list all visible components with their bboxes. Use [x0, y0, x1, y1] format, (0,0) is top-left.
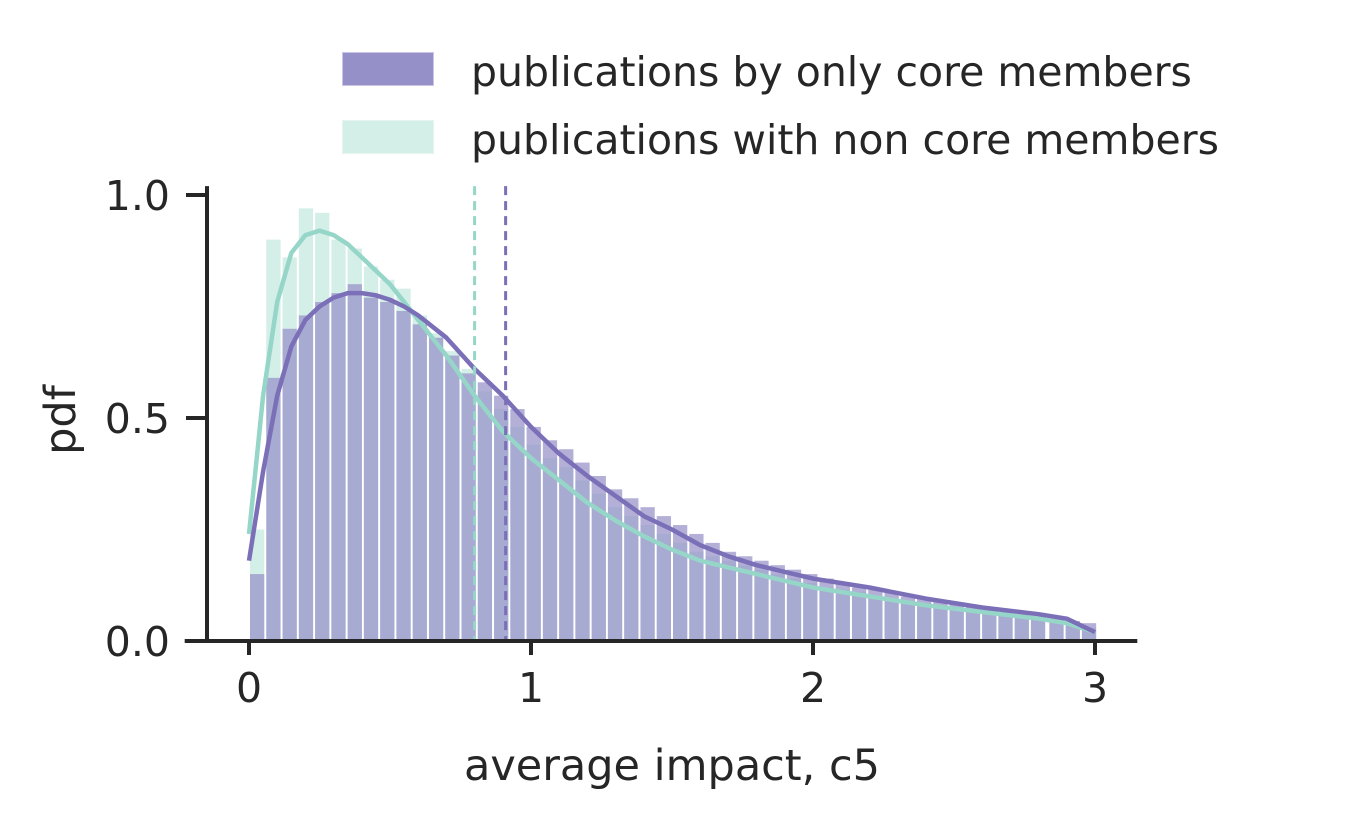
mean-lines	[473, 186, 508, 641]
kde-line-noncore	[246, 228, 1096, 635]
kde-line-core	[246, 290, 1096, 635]
bar-core	[542, 440, 558, 641]
bar-core	[331, 293, 346, 641]
bar-core	[673, 525, 688, 641]
bars-core	[250, 284, 1097, 641]
bar-core	[1030, 616, 1046, 641]
bar-core	[591, 475, 606, 641]
bar-core	[315, 302, 330, 641]
bar-core	[884, 591, 899, 641]
legend-label-noncore: publications with non core members	[471, 116, 1219, 164]
axes: 0 1 2 3 0.0 0.5 1.0	[105, 172, 1138, 712]
bar-core	[250, 574, 265, 641]
bar-core	[412, 324, 427, 641]
bar-core	[559, 449, 574, 641]
bar-core	[575, 462, 590, 641]
bar-core	[461, 373, 476, 641]
bar-core	[282, 328, 297, 641]
bar-core	[786, 569, 802, 641]
bar-core	[526, 426, 541, 641]
bar-core	[477, 382, 493, 641]
x-tick-label: 2	[800, 664, 826, 712]
bar-core	[656, 516, 671, 641]
bar-core	[363, 297, 379, 641]
bar-core	[770, 565, 785, 641]
bar-core	[819, 578, 834, 641]
legend-label-core: publications by only core members	[471, 48, 1192, 96]
bar-core	[754, 560, 769, 641]
x-tick-label: 3	[1082, 664, 1108, 712]
x-tick-label: 1	[518, 664, 544, 712]
bar-core	[380, 302, 395, 641]
x-axis-label: average impact, c5	[464, 741, 880, 791]
bar-core	[705, 542, 720, 641]
bar-core	[689, 533, 704, 641]
bar-core	[998, 612, 1013, 641]
bar-core	[803, 574, 818, 641]
y-tick-label: 1.0	[105, 172, 170, 220]
bar-core	[900, 596, 916, 641]
bar-core	[347, 284, 362, 641]
bar-core	[510, 409, 525, 641]
bar-core	[933, 600, 948, 641]
bar-core	[607, 489, 623, 641]
bar-core	[298, 315, 314, 641]
bar-core	[624, 498, 639, 641]
bar-core	[835, 583, 850, 641]
bar-core	[721, 551, 737, 641]
y-tick-label: 0.0	[105, 618, 170, 666]
bar-core	[868, 589, 883, 641]
bar-core	[917, 598, 932, 641]
bar-core	[851, 587, 867, 641]
y-tick-label: 0.5	[105, 395, 170, 443]
legend-swatch-noncore	[342, 120, 434, 154]
legend-swatch-core	[342, 52, 434, 86]
bar-core	[445, 355, 460, 641]
x-tick-label: 0	[236, 664, 262, 712]
bar-core	[1014, 614, 1029, 641]
bar-core	[396, 310, 411, 641]
bar-core	[982, 609, 997, 641]
bar-core	[640, 507, 655, 641]
kde-lines	[246, 228, 1096, 635]
bar-core	[738, 556, 753, 641]
y-axis-label: pdf	[36, 384, 86, 455]
bar-core	[428, 337, 444, 641]
bar-core	[949, 603, 964, 641]
bar-core	[965, 605, 981, 641]
